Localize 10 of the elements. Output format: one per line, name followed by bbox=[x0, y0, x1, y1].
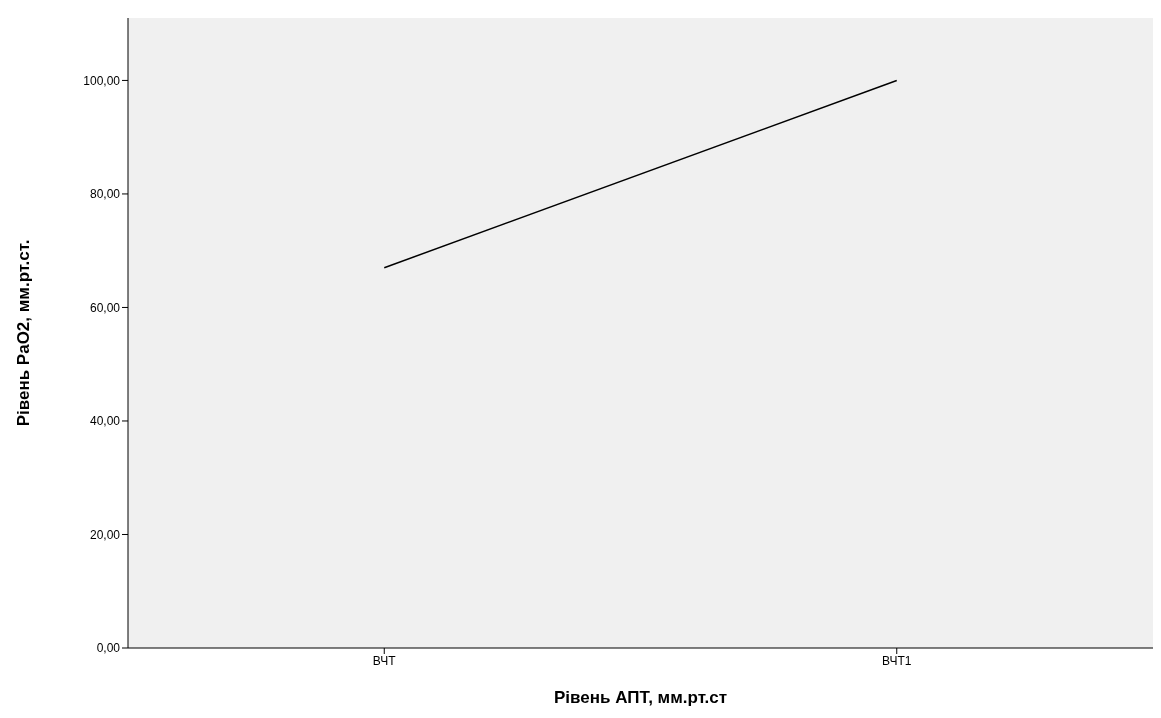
y-tick-label: 100,00 bbox=[83, 73, 121, 88]
y-tick-label: 80,00 bbox=[89, 187, 121, 202]
x-tick-label: ВЧТ1 bbox=[882, 653, 912, 668]
y-tick-label: 0,00 bbox=[96, 641, 121, 656]
y-axis-title: Рівень PaO2, мм.рт.ст. bbox=[14, 239, 34, 427]
x-axis-title: Рівень АПТ, мм.рт.ст bbox=[554, 688, 727, 707]
y-tick-label: 60,00 bbox=[89, 300, 121, 315]
x-tick-label: ВЧТ bbox=[372, 653, 397, 668]
y-tick-label: 40,00 bbox=[89, 414, 121, 429]
y-tick-label: 20,00 bbox=[89, 527, 121, 542]
